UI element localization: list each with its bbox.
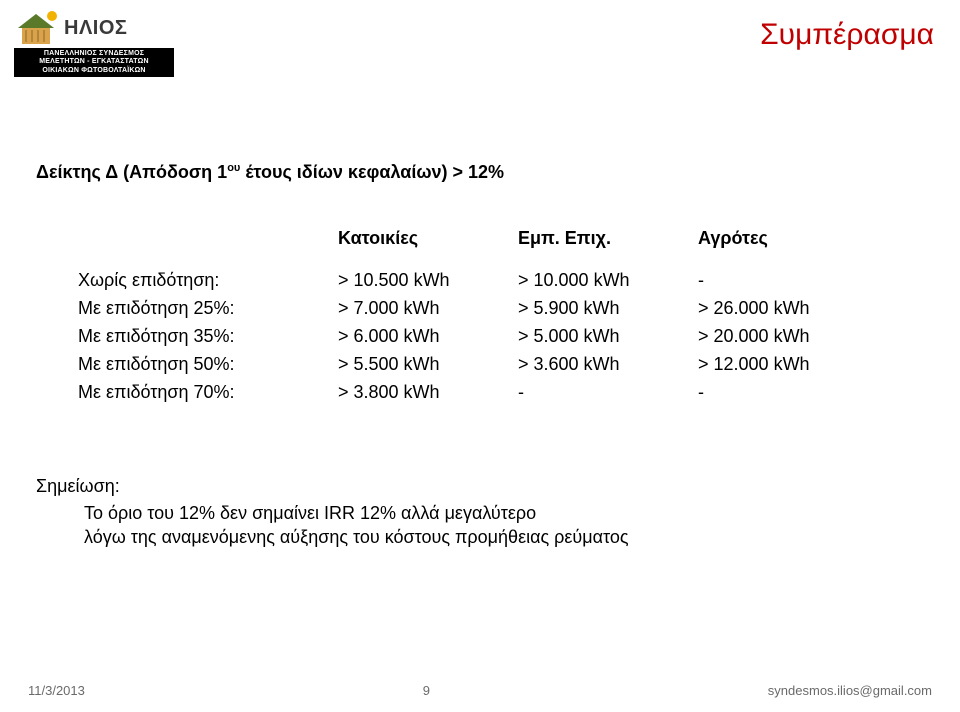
note: Σημείωση: Το όριο του 12% δεν σημαίνει I… <box>36 476 629 550</box>
table-row: Mε επιδότηση 35%: > 6.000 kWh > 5.000 kW… <box>78 322 878 350</box>
row-label: Mε επιδότηση 35%: <box>78 326 338 347</box>
logo: ΗΛΙΟΣ ΠΑΝΕΛΛΗΝΙΟΣ ΣΥΝΔΕΣΜΟΣ ΜΕΛΕΤΗΤΩΝ - … <box>14 10 174 77</box>
cell: - <box>518 382 698 403</box>
data-table: Κατοικίες Εμπ. Επιχ. Αγρότες Χωρίς επιδό… <box>78 224 878 406</box>
table-header: Αγρότες <box>698 228 858 249</box>
subtitle: Δείκτης Δ (Απόδοση 1ου έτους ιδίων κεφαλ… <box>36 162 504 183</box>
cell: > 12.000 kWh <box>698 354 858 375</box>
note-line: λόγω της αναμενόμενης αύξησης του κόστου… <box>84 525 629 549</box>
table-row: Mε επιδότηση 25%: > 7.000 kWh > 5.900 kW… <box>78 294 878 322</box>
table-header-row: Κατοικίες Εμπ. Επιχ. Αγρότες <box>78 224 878 252</box>
cell: > 26.000 kWh <box>698 298 858 319</box>
cell: > 5.500 kWh <box>338 354 518 375</box>
logo-house-icon <box>14 10 58 46</box>
logo-band-line: ΜΕΛΕΤΗΤΩΝ - ΕΓΚΑΤΑΣΤΑΤΩΝ <box>17 58 171 66</box>
table-row: Χωρίς επιδότηση: > 10.500 kWh > 10.000 k… <box>78 266 878 294</box>
footer-page: 9 <box>423 683 430 698</box>
cell: > 10.000 kWh <box>518 270 698 291</box>
footer: 11/3/2013 9 syndesmos.ilios@gmail.com <box>0 683 960 698</box>
table-row: Mε επιδότηση 50%: > 5.500 kWh > 3.600 kW… <box>78 350 878 378</box>
cell: > 3.600 kWh <box>518 354 698 375</box>
logo-band-line: ΠΑΝΕΛΛΗΝΙΟΣ ΣΥΝΔΕΣΜΟΣ <box>17 50 171 58</box>
page-title: Συμπέρασμα <box>760 18 934 52</box>
table-row: Mε επιδότηση 70%: > 3.800 kWh - - <box>78 378 878 406</box>
row-label: Χωρίς επιδότηση: <box>78 270 338 291</box>
row-label: Mε επιδότηση 50%: <box>78 354 338 375</box>
cell: > 6.000 kWh <box>338 326 518 347</box>
cell: - <box>698 270 858 291</box>
cell: > 7.000 kWh <box>338 298 518 319</box>
slide: ΗΛΙΟΣ ΠΑΝΕΛΛΗΝΙΟΣ ΣΥΝΔΕΣΜΟΣ ΜΕΛΕΤΗΤΩΝ - … <box>0 0 960 712</box>
cell: > 20.000 kWh <box>698 326 858 347</box>
footer-date: 11/3/2013 <box>28 683 85 698</box>
logo-top: ΗΛΙΟΣ <box>14 10 174 46</box>
logo-band: ΠΑΝΕΛΛΗΝΙΟΣ ΣΥΝΔΕΣΜΟΣ ΜΕΛΕΤΗΤΩΝ - ΕΓΚΑΤΑ… <box>14 48 174 77</box>
cell: - <box>698 382 858 403</box>
cell: > 10.500 kWh <box>338 270 518 291</box>
subtitle-post: έτους ιδίων κεφαλαίων) > 12% <box>240 162 504 182</box>
footer-email: syndesmos.ilios@gmail.com <box>768 683 932 698</box>
row-label: Mε επιδότηση 25%: <box>78 298 338 319</box>
logo-band-line: ΟΙΚΙΑΚΩΝ ΦΩΤΟΒΟΛΤΑΪΚΩΝ <box>17 67 171 75</box>
table-header: Εμπ. Επιχ. <box>518 228 698 249</box>
cell: > 5.000 kWh <box>518 326 698 347</box>
table-header: Κατοικίες <box>338 228 518 249</box>
note-line: Το όριο του 12% δεν σημαίνει IRR 12% αλλ… <box>84 501 629 525</box>
note-body: Το όριο του 12% δεν σημαίνει IRR 12% αλλ… <box>84 501 629 550</box>
row-label: Mε επιδότηση 70%: <box>78 382 338 403</box>
cell: > 5.900 kWh <box>518 298 698 319</box>
note-title: Σημείωση: <box>36 476 629 497</box>
subtitle-sup: ου <box>227 162 240 174</box>
subtitle-pre: Δείκτης Δ (Απόδοση 1 <box>36 162 227 182</box>
cell: > 3.800 kWh <box>338 382 518 403</box>
logo-name: ΗΛΙΟΣ <box>64 17 127 40</box>
